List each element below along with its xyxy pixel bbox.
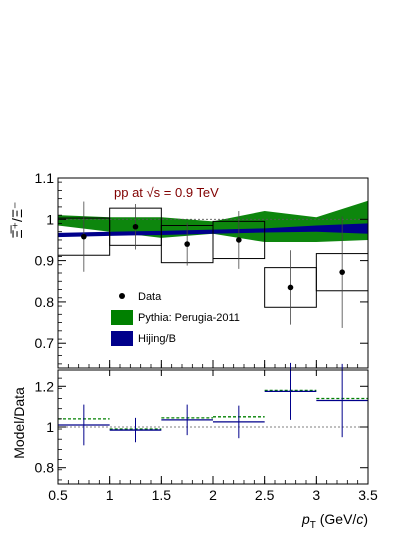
data-point — [81, 233, 87, 240]
bottom-panel-frame — [57, 369, 369, 485]
y-tick-label: 1 — [46, 419, 54, 435]
data-point — [287, 284, 294, 291]
data-point — [132, 223, 139, 230]
bottom-y-axis-label: Model/Data — [11, 387, 27, 459]
legend-data-marker — [119, 293, 125, 299]
y-tick-label: 1 — [46, 211, 54, 227]
energy-annotation: pp at √s = 0.9 TeV — [114, 185, 219, 200]
y-tick-label: 1.2 — [35, 378, 55, 394]
legend-hijing-swatch — [111, 331, 133, 346]
y-tick-label: 1.1 — [35, 170, 55, 186]
x-tick-label: 2.5 — [255, 487, 275, 503]
x-tick-label: 2 — [209, 487, 217, 503]
bottom-y-axis: 0.8 1 1.2 — [35, 377, 368, 481]
legend-pythia-swatch — [111, 310, 133, 325]
legend-pythia-label: Pythia: Perugia-2011 — [138, 312, 240, 324]
y-tick-label: 0.9 — [35, 253, 55, 269]
x-axis-label: pT (GeV/c) — [301, 511, 368, 531]
data-point — [236, 237, 242, 243]
x-tick-label: 0.5 — [48, 487, 68, 503]
legend-data-label: Data — [138, 291, 162, 303]
x-tick-label: 1 — [106, 487, 114, 503]
y-tick-label: 0.7 — [35, 335, 55, 351]
top-y-axis: 0.7 0.8 0.9 1 1.1 — [35, 170, 368, 365]
legend: Data Pythia: Perugia-2011 Hijing/B — [111, 291, 240, 346]
legend-hijing-label: Hijing/B — [138, 333, 176, 345]
data-point — [339, 269, 345, 275]
data-point — [184, 241, 190, 247]
y-tick-label: 0.8 — [35, 294, 55, 310]
top-data-points — [57, 201, 369, 328]
x-axis: 0.5 1 1.5 2 2.5 3 3.5 — [48, 360, 378, 503]
x-tick-label: 1.5 — [152, 487, 172, 503]
top-panel-frame — [57, 177, 369, 369]
x-tick-label: 3.5 — [358, 487, 378, 503]
y-tick-label: 0.8 — [35, 460, 55, 476]
bottom-ratio-points — [58, 362, 368, 446]
top-y-axis-label: Ξ̅⁺/Ξ⁻ — [9, 202, 25, 239]
x-tick-label: 3 — [312, 487, 320, 503]
